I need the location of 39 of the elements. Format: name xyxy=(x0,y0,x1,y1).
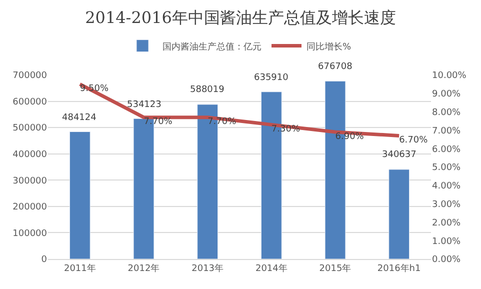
data-label: 7.70% xyxy=(208,117,237,128)
x-tick-label: 2011年 xyxy=(64,262,96,274)
y2-tick-label: 9.00% xyxy=(432,90,462,100)
x-tick-label: 2013年 xyxy=(192,262,224,274)
data-label: 7.30% xyxy=(271,124,300,134)
y-tick-label: 0 xyxy=(41,255,48,266)
data-label: 340637 xyxy=(382,150,416,160)
x-tick-label: 2012年 xyxy=(128,262,160,274)
data-label: 635910 xyxy=(254,73,289,83)
y-tick-label: 700000 xyxy=(12,71,48,82)
y2-tick-label: 3.00% xyxy=(432,200,462,210)
y2-tick-label: 7.00% xyxy=(432,126,462,136)
y2-tick-label: 6.00% xyxy=(432,144,462,155)
y-tick-label: 600000 xyxy=(12,97,48,108)
y2-tick-label: 5.00% xyxy=(432,163,462,174)
x-tick-label: 2014年 xyxy=(255,262,288,274)
data-label: 6.70% xyxy=(399,135,428,146)
data-label: 676708 xyxy=(318,62,353,72)
y-tick-label: 200000 xyxy=(12,202,48,213)
y-tick-label: 300000 xyxy=(12,176,48,186)
y-tick-label: 100000 xyxy=(12,228,48,239)
chart-title: 2014-2016年中国酱油生产总值及增长速度 xyxy=(85,8,396,27)
bar xyxy=(69,131,90,259)
legend-label: 同比增长% xyxy=(306,41,352,52)
y2-tick-label: 4.00% xyxy=(432,182,462,192)
y-tick-label: 400000 xyxy=(12,150,48,160)
y2-tick-label: 2.00% xyxy=(432,218,462,228)
data-label: 484124 xyxy=(62,113,97,123)
legend-label: 国内酱油生产总值：亿元 xyxy=(162,41,262,52)
bar xyxy=(388,169,410,259)
x-tick-label: 2015年 xyxy=(319,262,352,274)
y2-tick-label: 10.00% xyxy=(432,71,467,82)
x-tick-label: 2016年h1 xyxy=(377,262,421,274)
data-label: 534123 xyxy=(127,100,162,110)
y2-tick-label: 1.00% xyxy=(432,236,462,247)
y-tick-label: 500000 xyxy=(12,124,48,134)
data-label: 588019 xyxy=(190,85,225,95)
y2-tick-label: 0.00% xyxy=(432,255,462,266)
y2-tick-label: 8.00% xyxy=(432,108,462,118)
